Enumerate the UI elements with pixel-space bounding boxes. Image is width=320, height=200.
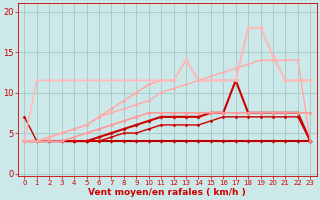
X-axis label: Vent moyen/en rafales ( km/h ): Vent moyen/en rafales ( km/h ) [88, 188, 246, 197]
